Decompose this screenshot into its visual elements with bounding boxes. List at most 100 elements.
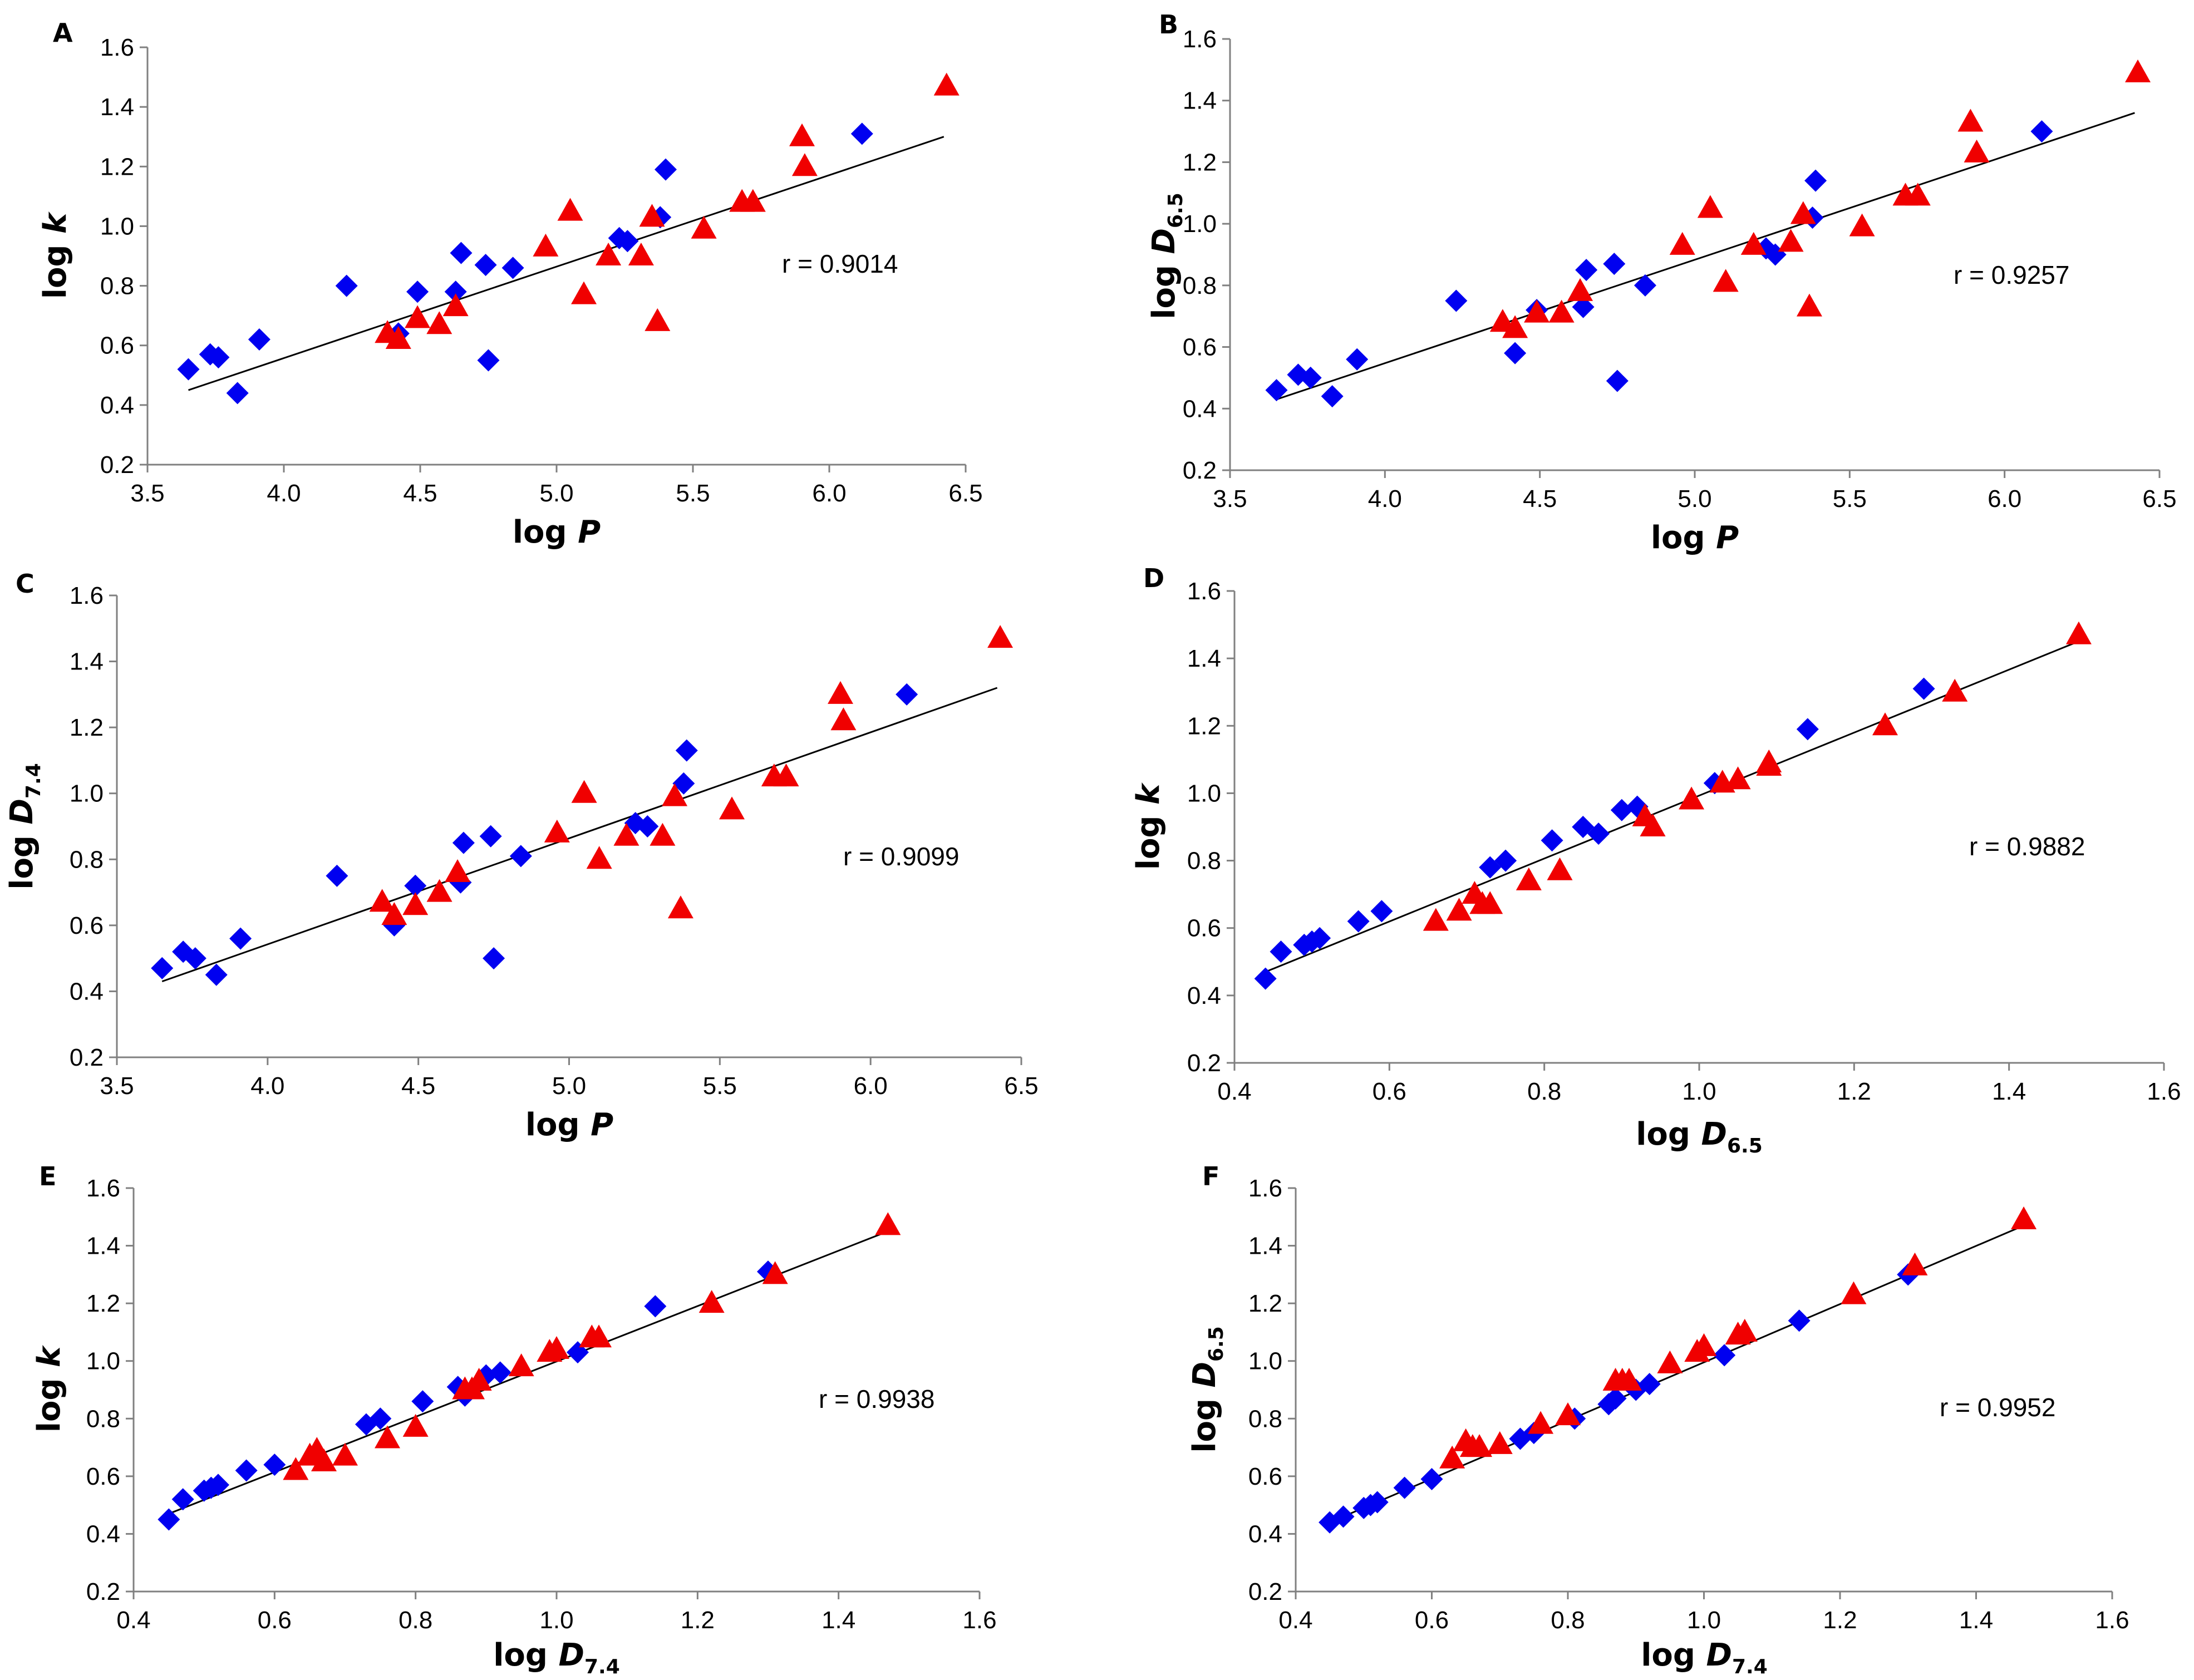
y-tick-label: 1.4 xyxy=(1248,1233,1282,1260)
y-axis-label: log k xyxy=(1130,782,1167,870)
label-variable: P xyxy=(591,1107,613,1143)
x-tick-label: 1.4 xyxy=(1959,1607,1993,1634)
data-point-triangle xyxy=(332,1442,358,1466)
data-point-triangle xyxy=(613,822,639,846)
data-point-triangle xyxy=(544,819,570,843)
x-axis-label: log P xyxy=(525,1107,613,1143)
x-tick-label: 4.0 xyxy=(250,1072,284,1100)
label-prefix: log xyxy=(31,1367,67,1432)
data-point-diamond xyxy=(1912,677,1935,700)
data-point-diamond xyxy=(655,158,677,181)
y-tick-label: 1.4 xyxy=(86,1233,120,1260)
y-tick-label: 0.6 xyxy=(100,332,134,359)
y-tick-label: 1.0 xyxy=(1183,210,1217,238)
panel-a: 0.2 0.4 0.6 0.8 1.0 1.2 1.4 1.6 3.5 4.0 4.5 5.0 5.5 6… xyxy=(37,18,983,550)
data-point-diamond xyxy=(1575,259,1598,282)
data-point-triangle xyxy=(596,243,622,265)
y-tick-label: 0.6 xyxy=(70,912,104,939)
x-tick-label: 4.5 xyxy=(401,1072,435,1100)
data-point-triangle xyxy=(1790,201,1816,224)
data-point-diamond xyxy=(1254,967,1277,990)
data-point-diamond xyxy=(1587,822,1610,845)
y-axis-label: log D6.5 xyxy=(1187,1326,1228,1453)
data-point-triangle xyxy=(875,1212,901,1235)
x-tick-label: 4.0 xyxy=(1368,485,1402,513)
y-tick-label: 1.6 xyxy=(70,582,104,609)
data-point-diamond xyxy=(489,1361,511,1384)
y-tick-label: 0.8 xyxy=(70,846,104,873)
panel-letter: A xyxy=(53,18,73,48)
x-tick-label: 0.4 xyxy=(116,1607,150,1634)
data-point-triangle xyxy=(1567,278,1593,301)
x-tick-label: 1.0 xyxy=(539,1607,573,1634)
y-tick-label: 0.8 xyxy=(1187,848,1221,875)
x-tick-label: 0.8 xyxy=(1527,1078,1561,1105)
data-point-triangle xyxy=(445,859,471,882)
data-point-diamond xyxy=(184,947,206,970)
label-subscript: 7.4 xyxy=(584,1656,620,1678)
x-tick-label: 1.6 xyxy=(962,1607,996,1634)
label-prefix: log xyxy=(1636,1116,1701,1152)
data-point-diamond xyxy=(229,927,252,950)
data-point-triangle xyxy=(645,308,671,331)
x-tick-label: 1.2 xyxy=(681,1607,715,1634)
data-point-triangle xyxy=(987,625,1014,648)
x-axis-label: log D7.4 xyxy=(1641,1637,1768,1678)
y-tick-label: 1.6 xyxy=(100,34,134,61)
data-point-triangle xyxy=(691,215,717,239)
y-tick-label: 0.2 xyxy=(1187,1050,1221,1077)
label-variable: D xyxy=(558,1637,584,1673)
data-point-triangle xyxy=(1796,293,1822,317)
y-tick-label: 0.4 xyxy=(1187,982,1221,1009)
data-point-diamond xyxy=(158,1508,180,1531)
x-tick-label: 6.5 xyxy=(948,480,982,507)
x-tick-label: 0.8 xyxy=(399,1607,432,1634)
x-axis-label: log D6.5 xyxy=(1636,1116,1763,1157)
data-point-diamond xyxy=(1796,718,1819,741)
label-variable: D xyxy=(1706,1637,1731,1673)
data-point-triangle xyxy=(1640,814,1666,836)
data-point-triangle xyxy=(1957,109,1984,132)
data-point-diamond xyxy=(335,274,358,297)
y-axis-label: log k xyxy=(31,1344,67,1432)
label-variable: D xyxy=(1187,1362,1223,1387)
data-point-triangle xyxy=(1657,1350,1683,1373)
y-tick-label: 0.6 xyxy=(1248,1463,1282,1490)
data-point-diamond xyxy=(1610,799,1633,821)
y-tick-label: 1.0 xyxy=(100,213,134,240)
x-tick-label: 1.2 xyxy=(1837,1078,1871,1105)
data-point-diamond xyxy=(450,242,473,264)
data-point-diamond xyxy=(411,1390,434,1413)
x-tick-label: 3.5 xyxy=(100,1072,134,1100)
data-point-triangle xyxy=(571,780,597,803)
data-point-triangle xyxy=(1713,269,1739,292)
data-point-diamond xyxy=(1420,1468,1443,1491)
regression-line xyxy=(161,687,998,983)
data-point-diamond xyxy=(1638,1373,1661,1396)
label-variable: D xyxy=(4,799,40,824)
data-point-triangle xyxy=(667,895,693,919)
data-point-triangle xyxy=(639,204,665,227)
data-point-triangle xyxy=(1528,1411,1554,1434)
data-point-triangle xyxy=(426,879,452,902)
data-point-triangle xyxy=(1756,749,1782,772)
data-point-diamond xyxy=(263,1454,286,1476)
label-prefix: log xyxy=(1641,1637,1706,1673)
label-variable: P xyxy=(578,514,601,550)
label-subscript: 6.5 xyxy=(1205,1326,1228,1362)
data-point-diamond xyxy=(1370,900,1393,923)
data-point-triangle xyxy=(442,293,469,317)
data-point-diamond xyxy=(326,864,348,887)
y-tick-label: 1.4 xyxy=(1187,645,1221,672)
x-tick-label: 4.0 xyxy=(267,480,301,507)
data-point-triangle xyxy=(571,281,597,304)
data-point-diamond xyxy=(1504,342,1527,364)
data-point-triangle xyxy=(789,123,815,146)
x-tick-label: 6.5 xyxy=(2142,485,2176,513)
label-prefix: log xyxy=(1146,254,1182,319)
data-point-diamond xyxy=(474,254,497,277)
y-tick-label: 0.4 xyxy=(70,978,104,1005)
data-point-diamond xyxy=(151,957,174,979)
data-point-diamond xyxy=(1308,927,1331,949)
panel-letter: C xyxy=(16,569,35,599)
